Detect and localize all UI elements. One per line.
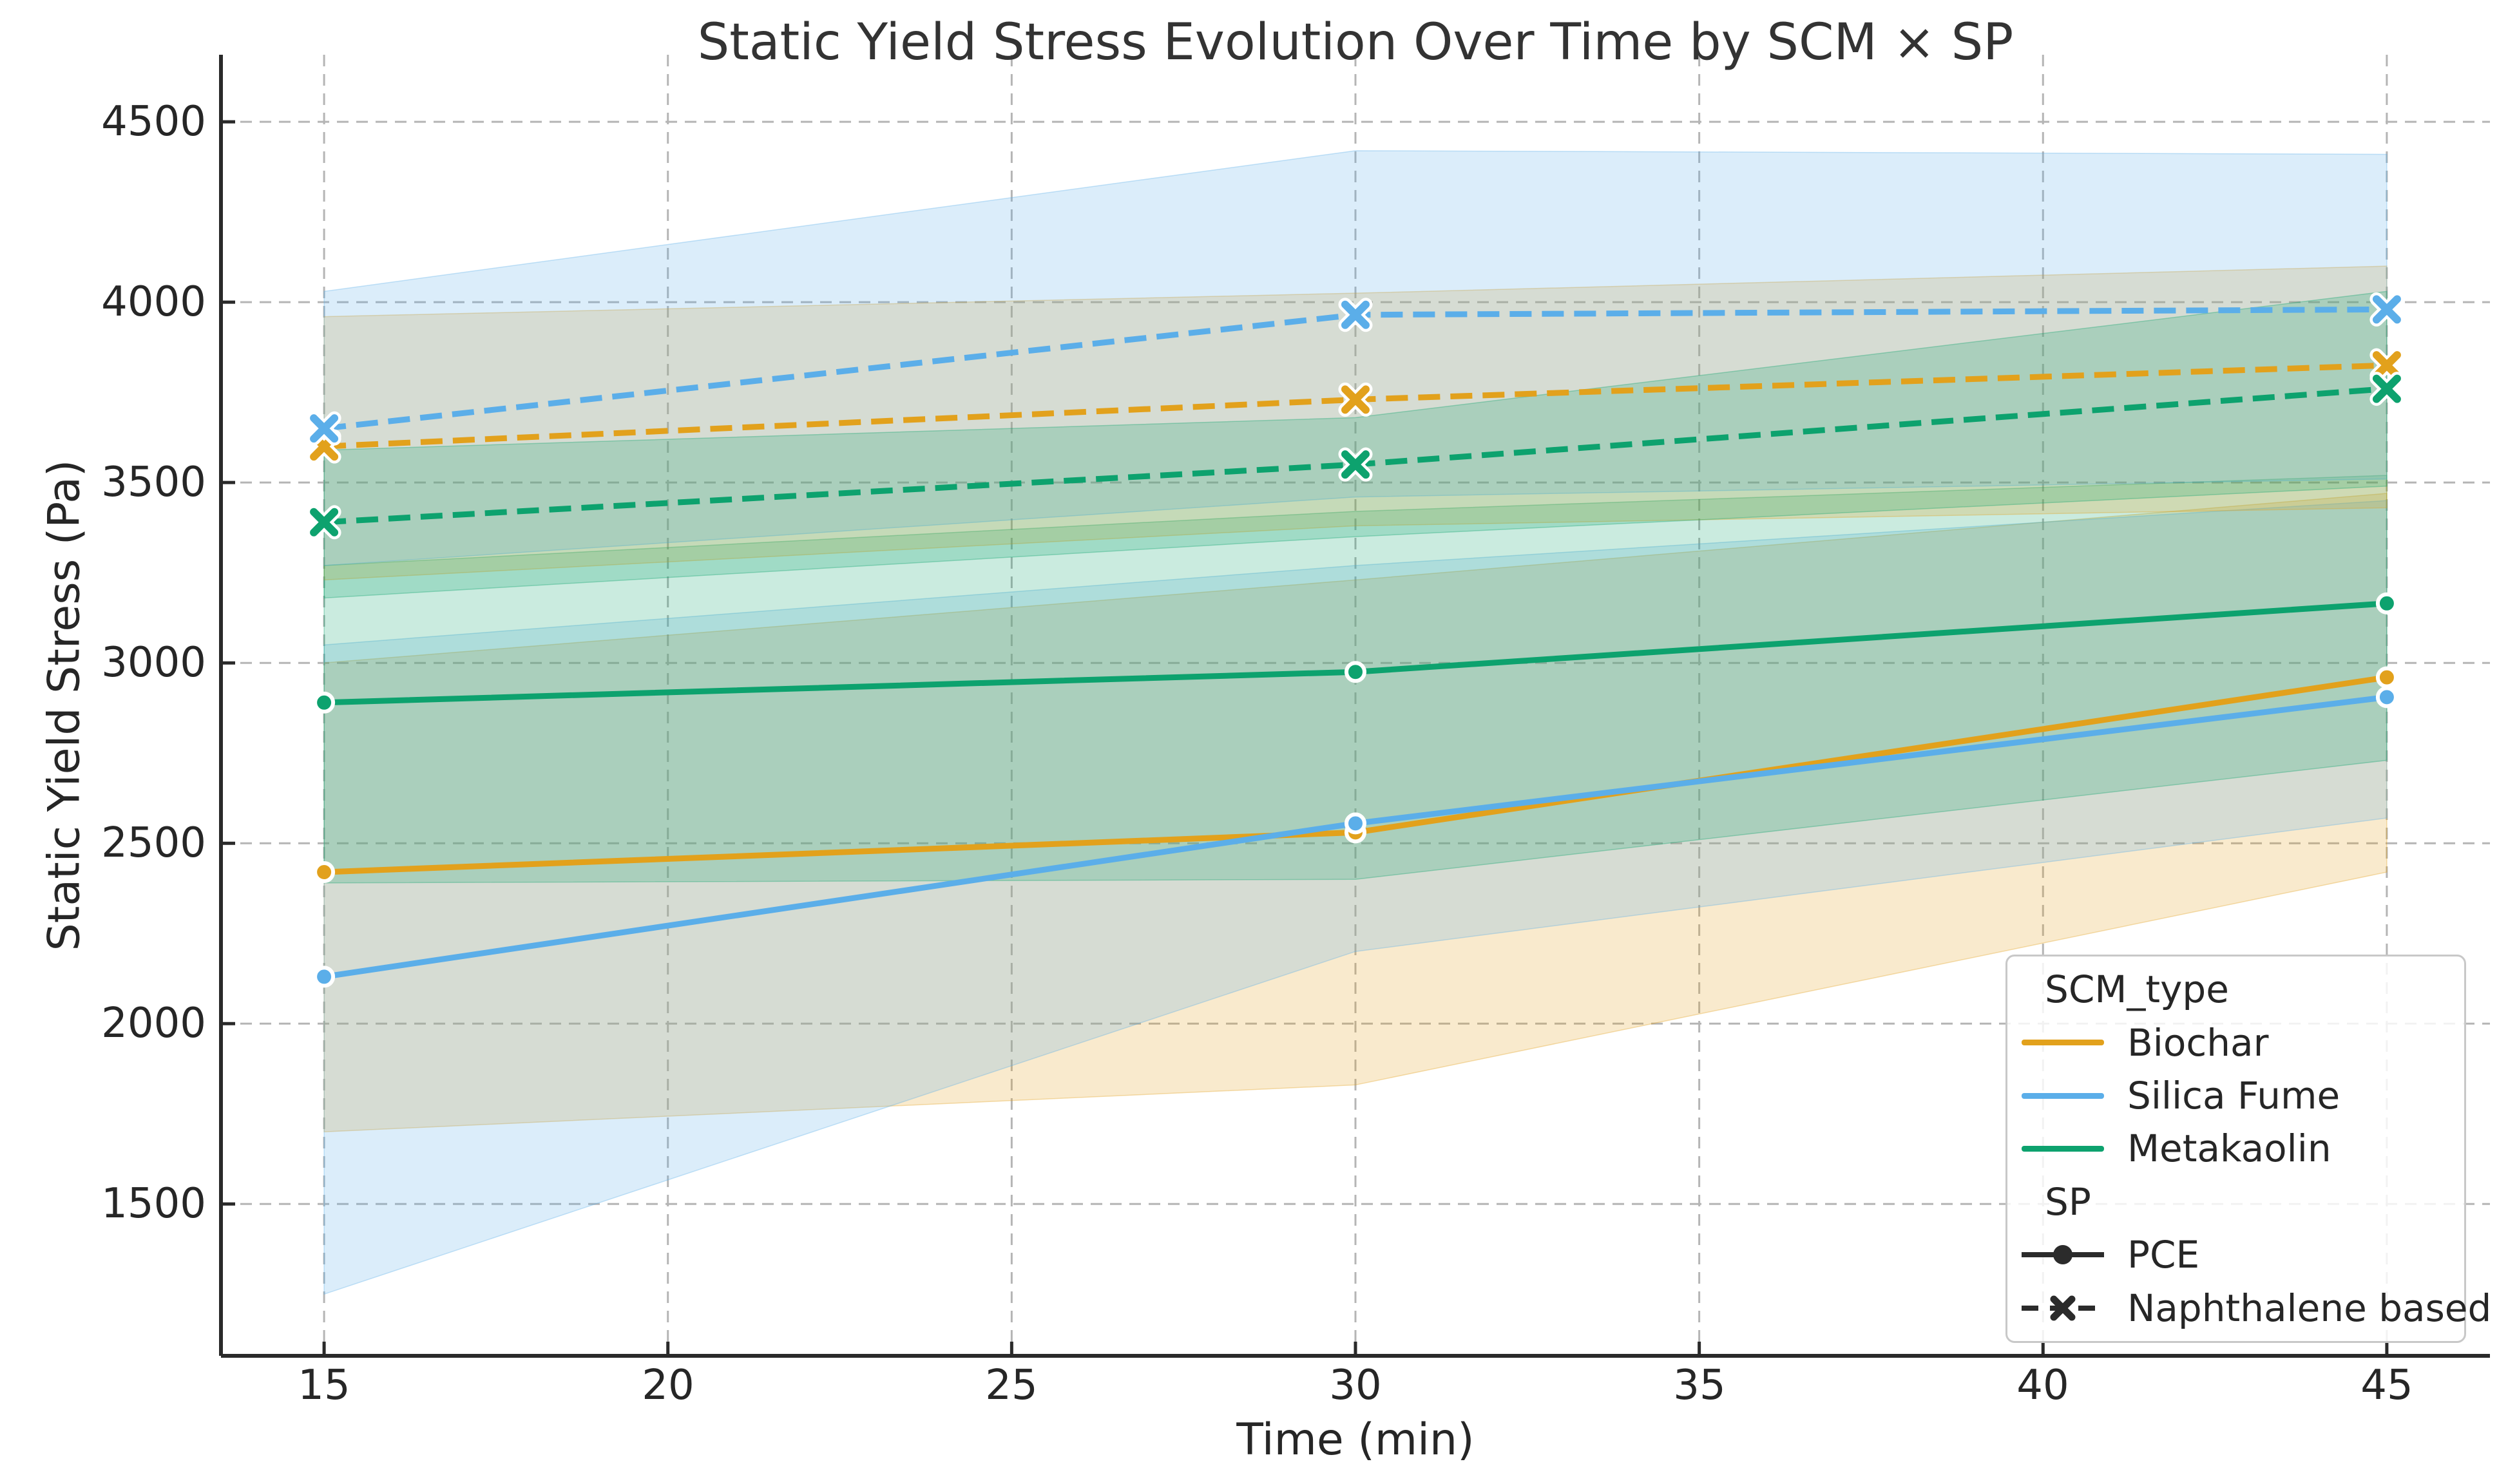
x-axis-label: Time (min) [1236,1414,1475,1465]
data-point-x [310,508,339,537]
chart-title: Static Yield Stress Evolution Over Time … [697,14,2014,71]
x-tick-label: 20 [642,1362,694,1409]
data-point-circle [2375,666,2398,689]
data-point-circle [2375,686,2398,709]
data-point-circle [313,691,336,714]
y-tick-label: 3500 [101,459,206,506]
legend: SCM_type Biochar Silica Fume Metakaolin … [2005,955,2491,1343]
legend-item-silica-fume: Silica Fume [2022,1069,2450,1122]
legend-item-label: Naphthalene based [2127,1286,2492,1330]
legend-item-label: Silica Fume [2127,1074,2340,1118]
y-tick-label: 2500 [101,819,206,867]
legend-item-naphthalene: Naphthalene based [2022,1282,2491,1335]
data-point-circle [1345,661,1366,683]
biochar-color-swatch [2022,1040,2104,1046]
legend-scm-title-row: SCM_type [2022,963,2450,1016]
y-tick-label: 1500 [101,1180,206,1228]
dashed-line-x-marker-icon [2022,1295,2104,1321]
data-point-x [2372,374,2401,403]
metakaolin-color-swatch [2022,1145,2104,1152]
x-tick-label: 45 [2360,1362,2413,1409]
y-tick-label: 4000 [101,278,206,326]
x-tick-label: 25 [985,1362,1038,1409]
data-point-x [1341,450,1370,479]
confidence-band [323,265,2388,581]
x-tick-label: 40 [2016,1362,2069,1409]
confidence-band [323,500,2388,1295]
data-point-x [2372,295,2401,324]
legend-sp-title-row: SP [2022,1175,2450,1228]
legend-scm-title: SCM_type [2045,967,2229,1012]
legend-item-label: PCE [2127,1233,2200,1277]
legend-item-pce: PCE [2022,1228,2450,1281]
legend-item-label: Metakaolin [2127,1127,2331,1171]
y-axis-label: Static Yield Stress (Pa) [39,459,90,951]
confidence-band [323,150,2388,566]
data-point-x [1341,300,1370,329]
legend-item-label: Biochar [2127,1020,2269,1065]
data-point-x [2372,351,2401,380]
y-tick-label: 4500 [101,98,206,146]
confidence-band [323,290,2388,599]
y-tick-label: 3000 [101,639,206,687]
data-point-circle [1345,812,1366,835]
x-tick-label: 30 [1329,1362,1382,1409]
data-point-circle [313,966,336,988]
data-point-x [1341,385,1370,414]
data-point-circle [2375,592,2398,614]
solid-line-circle-marker-icon [2022,1245,2104,1265]
data-point-circle [313,861,336,884]
legend-item-biochar: Biochar [2022,1016,2450,1069]
x-tick-label: 15 [298,1362,350,1409]
silica-fume-color-swatch [2022,1092,2104,1099]
legend-sp-title: SP [2045,1179,2091,1224]
legend-item-metakaolin: Metakaolin [2022,1122,2450,1175]
data-point-x [310,414,339,443]
x-tick-label: 35 [1673,1362,1726,1409]
y-tick-label: 2000 [101,1000,206,1047]
